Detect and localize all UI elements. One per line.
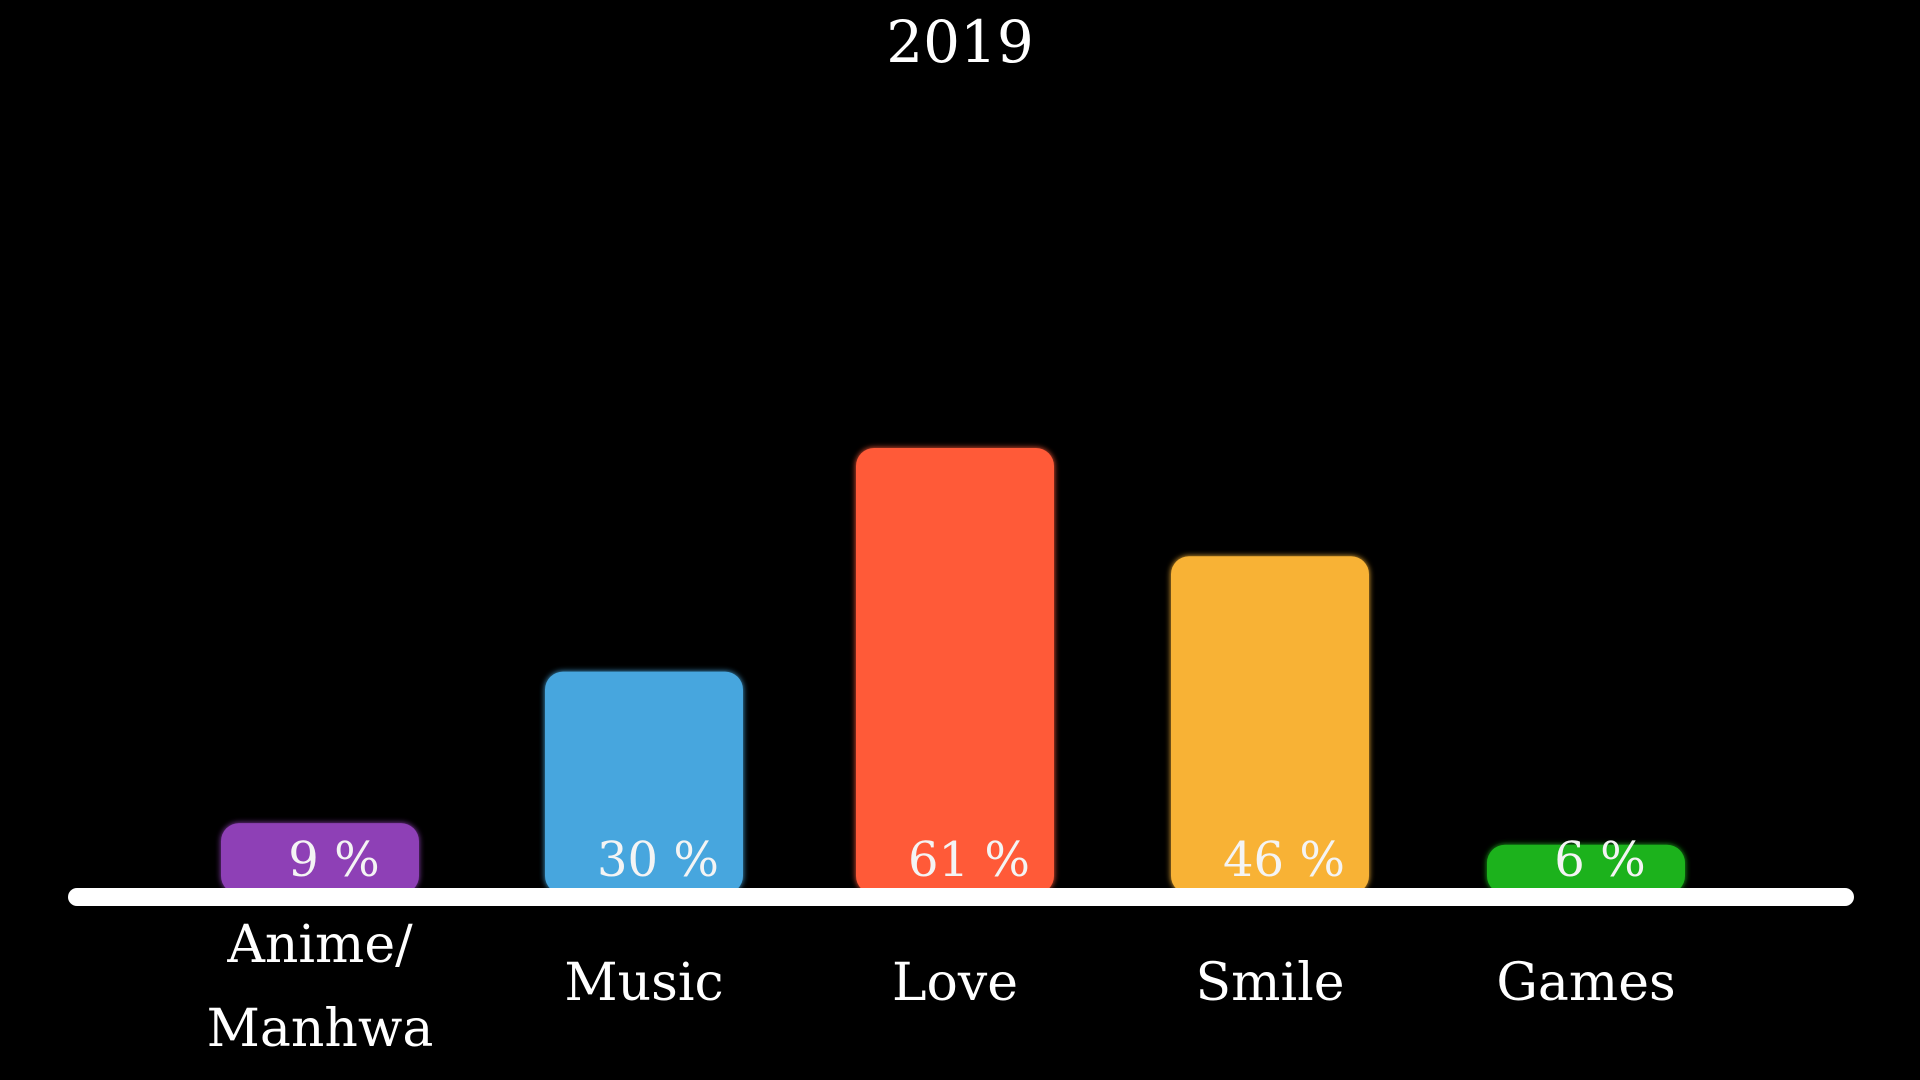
labels-layer: 9 % Anime/Manhwa 30 % Music 61 % Love 46 % Smil… — [207, 832, 1676, 1059]
bar-4 — [1487, 844, 1685, 894]
category-label-1: Music — [564, 953, 723, 1013]
value-label-1: 30 % — [597, 832, 719, 888]
category-label-0: Anime/Manhwa — [207, 915, 434, 1059]
value-label-0: 9 % — [288, 832, 379, 888]
value-label-2: 61 % — [908, 832, 1030, 888]
value-label-3: 46 % — [1223, 832, 1345, 888]
category-label-4: Games — [1496, 953, 1675, 1013]
bar-1 — [545, 671, 743, 894]
category-label-2: Love — [892, 953, 1018, 1013]
x-axis-baseline — [68, 888, 1854, 906]
chart-title: 2019 — [886, 8, 1034, 76]
bar-0 — [221, 823, 419, 894]
value-label-4: 6 % — [1554, 832, 1645, 888]
category-label-3: Smile — [1196, 953, 1345, 1013]
bars-layer — [221, 448, 1685, 894]
bar-2 — [856, 448, 1054, 894]
bar-3 — [1171, 556, 1369, 894]
